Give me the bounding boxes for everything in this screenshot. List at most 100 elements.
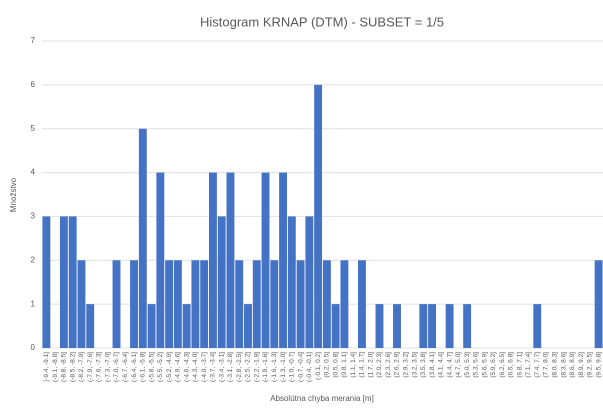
- bar: [191, 260, 200, 348]
- y-tick-label: 0: [31, 343, 36, 352]
- x-tick-label: (-1.0, -0.7]: [289, 352, 296, 382]
- bar: [279, 172, 287, 348]
- x-tick-label: (-3.4, -3.1]: [218, 352, 225, 382]
- bar: [173, 260, 182, 348]
- bar: [594, 260, 603, 348]
- x-tick-label: (-5.2, -4.9]: [166, 352, 173, 382]
- bar: [200, 260, 209, 348]
- x-tick-label: (-5.8, -5.5]: [148, 352, 155, 382]
- bar: [305, 216, 314, 348]
- x-tick-label: [-9.4, -9.1]: [43, 352, 50, 382]
- y-tick-label: 3: [31, 212, 36, 221]
- x-tick-label: (8.6, 8.9]: [569, 352, 576, 378]
- x-tick-label: (-3.1, -2.8]: [227, 352, 234, 382]
- bar: [340, 260, 349, 348]
- x-tick-label: (-7.6, -7.3]: [96, 352, 103, 382]
- bar: [322, 260, 331, 348]
- x-tick-label: (0.5, 0.8]: [332, 352, 339, 378]
- bar: [393, 304, 401, 348]
- bar: [77, 260, 86, 348]
- bar: [86, 304, 95, 348]
- x-tick-label: (-3.7, -3.4]: [210, 352, 217, 382]
- bar: [59, 216, 68, 348]
- x-tick-label: (-2.5, -2.2]: [245, 352, 252, 382]
- bar: [165, 260, 174, 348]
- bar: [463, 304, 472, 348]
- bar: [252, 260, 261, 348]
- x-tick-label: (5.0, 5.3]: [464, 352, 471, 378]
- x-tick-label: (-5.5, -5.2]: [157, 352, 164, 382]
- x-tick-label: (9.5, 9.8]: [595, 352, 602, 378]
- x-tick-label: (-2.2, -1.9]: [253, 352, 260, 382]
- x-tick-label: (-2.8, -2.5]: [236, 352, 243, 382]
- x-tick-label: (-8.2, -7.9]: [78, 352, 85, 382]
- bar: [226, 172, 235, 348]
- x-tick-label: (-6.1, -5.8]: [140, 352, 147, 382]
- x-tick-label: (-1.6, -1.3]: [271, 352, 278, 382]
- bar: [156, 172, 165, 348]
- x-tick-label: (7.7, 8.0]: [543, 352, 550, 378]
- x-tick-label: (-4.9, -4.6]: [175, 352, 182, 382]
- bar: [331, 304, 340, 348]
- x-tick-label: (-8.5, -8.2]: [69, 352, 76, 382]
- bar: [533, 304, 542, 348]
- y-tick-label: 6: [31, 80, 36, 89]
- x-tick-label: (-0.7, -0.4]: [297, 352, 304, 382]
- x-tick-label: (-4.6, -4.3]: [183, 352, 190, 382]
- x-tick-label: (8.0, 8.3]: [552, 352, 559, 378]
- x-tick-label: (2.9, 3.2]: [402, 352, 409, 378]
- x-tick-label: (-8.8, -8.5]: [61, 352, 68, 382]
- x-tick-label: (0.8, 1.1]: [341, 352, 348, 378]
- bar: [358, 260, 366, 348]
- bar: [296, 260, 305, 348]
- x-tick-label: (4.1, 4.4]: [438, 352, 445, 378]
- bar: [261, 172, 270, 348]
- y-tick-label: 4: [31, 168, 36, 177]
- x-tick-label: (3.8, 4.1]: [429, 352, 436, 378]
- bar: [138, 128, 147, 348]
- x-tick-label: (-0.1, 0.2]: [315, 352, 322, 380]
- bar: [445, 304, 454, 348]
- bar: [147, 304, 156, 348]
- x-tick-label: (-4.3, -4.0]: [192, 352, 199, 382]
- x-tick-label: (5.3, 5.6]: [473, 352, 480, 378]
- x-tick-label: (-4.0, -3.7]: [201, 352, 208, 382]
- y-tick-label: 5: [31, 124, 36, 133]
- x-tick-label: (-1.3, -1.0]: [280, 352, 287, 382]
- x-tick-label: (-6.7, -6.4]: [122, 352, 129, 382]
- x-tick-label: (6.5, 6.8]: [508, 352, 515, 378]
- x-tick-label: (6.2, 6.5]: [499, 352, 506, 378]
- x-tick-label: (-0.4, -0.1]: [306, 352, 313, 382]
- y-tick-label: 2: [31, 255, 36, 264]
- x-tick-label: (1.1, 1.4]: [350, 352, 357, 378]
- x-tick-label: (6.8, 7.1]: [516, 352, 523, 378]
- bar: [42, 216, 51, 348]
- bar: [428, 304, 437, 348]
- x-tick-label: (4.7, 5.0]: [455, 352, 462, 378]
- bar: [270, 260, 279, 348]
- x-tick-label: (4.4, 4.7]: [446, 352, 453, 378]
- x-tick-label: (-7.3, -7.0]: [104, 352, 111, 382]
- x-tick-label: (0.2, 0.5]: [324, 352, 331, 378]
- bar: [244, 304, 252, 348]
- x-tick-label: (-1.9, -1.6]: [262, 352, 269, 382]
- bar: [314, 84, 323, 348]
- x-tick-label: (-7.9, -7.6]: [87, 352, 94, 382]
- x-tick-label: (2.0, 2.3]: [376, 352, 383, 378]
- bar: [182, 304, 191, 348]
- bar: [130, 260, 138, 348]
- x-tick-label: (3.5, 3.8]: [420, 352, 427, 378]
- bar: [287, 216, 296, 348]
- bar: [112, 260, 121, 348]
- y-axis-label: Množstvo: [9, 177, 18, 212]
- x-tick-label: (9.2, 9.5]: [587, 352, 594, 378]
- y-tick-label: 1: [31, 299, 36, 308]
- x-tick-label: (-7.0, -6.7]: [113, 352, 120, 382]
- x-tick-label: (3.2, 3.5]: [411, 352, 418, 378]
- x-axis-label: Absolútna chyba merania [m]: [270, 394, 374, 403]
- bar: [419, 304, 428, 348]
- y-tick-label: 7: [31, 36, 36, 45]
- bar: [217, 216, 226, 348]
- x-tick-label: (2.3, 2.6]: [385, 352, 392, 378]
